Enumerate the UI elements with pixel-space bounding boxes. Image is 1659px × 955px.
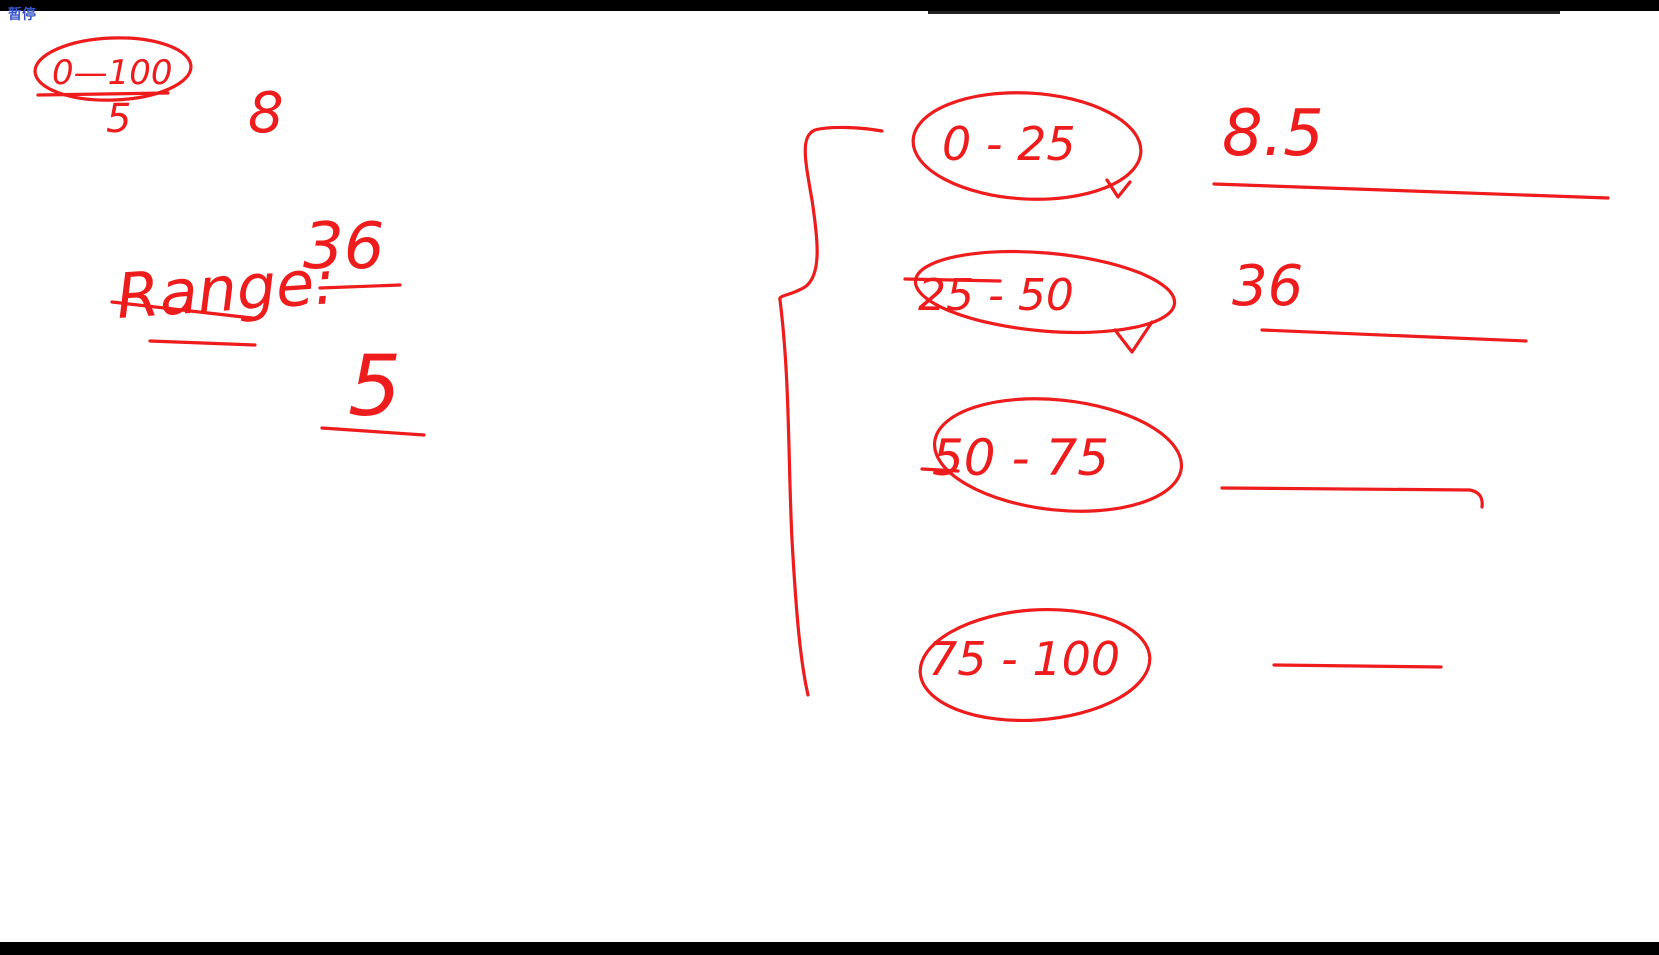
- interval-circle-1: [911, 91, 1143, 201]
- interval-label-1: 0 - 25: [942, 117, 1076, 171]
- interval-label-2: 25 - 50: [918, 270, 1074, 321]
- range-underline: [148, 339, 257, 347]
- bottom-black-bar: [0, 942, 1659, 955]
- count-text: 8: [248, 81, 284, 146]
- whiteboard-canvas[interactable]: [0, 11, 1659, 942]
- top-black-bar: [0, 0, 1659, 11]
- fraction-top-text: 0—100: [52, 53, 173, 93]
- interval-label-3: 50 - 75: [932, 429, 1109, 487]
- interval-circle-3: [932, 397, 1184, 513]
- range-denominator-text: 5: [348, 337, 401, 435]
- curly-brace: [778, 125, 884, 697]
- range-fraction-bar-1: [318, 283, 402, 290]
- interval-answer-line-1: [1212, 182, 1610, 200]
- top-rule-line: [928, 11, 1560, 14]
- fraction-bar: [36, 91, 170, 97]
- range-label-text: Range:: [114, 245, 337, 333]
- pause-status-label[interactable]: 暂停: [8, 7, 36, 23]
- strike-2: [903, 277, 1002, 283]
- strike-3: [920, 467, 960, 473]
- fraction-bottom-text: 5: [106, 96, 131, 142]
- range-strike: [110, 300, 254, 320]
- interval-answer-line-3: [1220, 486, 1484, 509]
- range-fraction-bar-2: [320, 426, 426, 437]
- interval-circle-4: [918, 607, 1152, 723]
- interval-answer-line-2: [1260, 328, 1528, 343]
- check-mark-1: [1105, 178, 1132, 199]
- check-mark-2: [1113, 320, 1154, 354]
- interval-value-1: 8.5: [1222, 97, 1324, 171]
- range-numerator-text: 36: [303, 210, 384, 284]
- fraction-circle: [33, 36, 193, 102]
- interval-value-2: 36: [1232, 254, 1303, 319]
- interval-label-4: 75 - 100: [928, 632, 1120, 686]
- interval-answer-line-4: [1272, 663, 1443, 669]
